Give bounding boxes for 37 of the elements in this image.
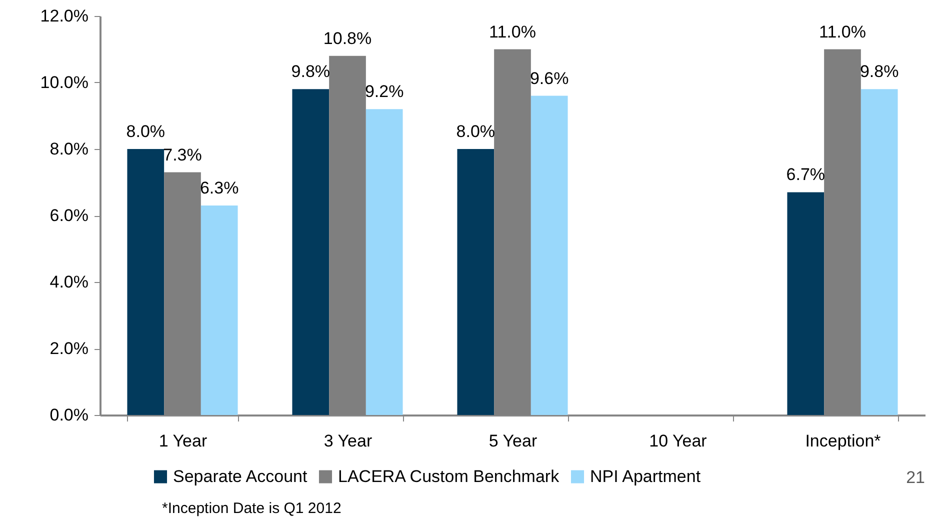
bar bbox=[787, 192, 824, 415]
bar bbox=[292, 89, 330, 415]
legend-label: LACERA Custom Benchmark bbox=[338, 466, 560, 486]
x-tick-label: Inception* bbox=[805, 432, 882, 450]
y-tick-label: 10.0% bbox=[40, 73, 88, 92]
bar bbox=[860, 89, 898, 415]
bar bbox=[457, 149, 494, 415]
x-tick-label: 10 Year bbox=[649, 432, 708, 450]
y-tick-label: 4.0% bbox=[50, 272, 88, 292]
data-label: 9.2% bbox=[364, 82, 404, 102]
text: 21 bbox=[906, 468, 925, 487]
data-label: 11.0% bbox=[819, 22, 866, 42]
y-tick-label: 0.0% bbox=[50, 406, 88, 424]
legend-label: NPI Apartment bbox=[590, 466, 701, 486]
bar bbox=[200, 206, 238, 415]
bar bbox=[127, 149, 164, 415]
x-tick-label: 1 Year bbox=[158, 432, 208, 450]
text: *Inception Date is Q1 2012 bbox=[162, 500, 342, 517]
data-label: 9.6% bbox=[530, 68, 569, 88]
data-label: 11.0% bbox=[489, 22, 536, 42]
bar bbox=[366, 109, 403, 415]
data-label: 9.8% bbox=[291, 62, 330, 82]
y-tick-label: 2.0% bbox=[50, 339, 88, 358]
data-label: 10.8% bbox=[323, 28, 372, 48]
x-tick-label: 5 Year bbox=[488, 432, 538, 450]
data-label: 9.8% bbox=[860, 62, 899, 82]
y-tick-label: 8.0% bbox=[50, 140, 88, 158]
bar bbox=[530, 96, 568, 415]
x-tick-label: 3 Year bbox=[324, 432, 372, 450]
data-label: 8.0% bbox=[456, 122, 496, 141]
data-label: 6.3% bbox=[200, 178, 239, 198]
data-label: 6.7% bbox=[786, 165, 826, 184]
data-label: 8.0% bbox=[126, 122, 166, 141]
data-label: 7.3% bbox=[163, 145, 202, 164]
y-tick-label: 12.0% bbox=[40, 6, 88, 26]
legend-label: Separate Account bbox=[173, 466, 308, 486]
y-tick-label: 6.0% bbox=[50, 206, 88, 225]
